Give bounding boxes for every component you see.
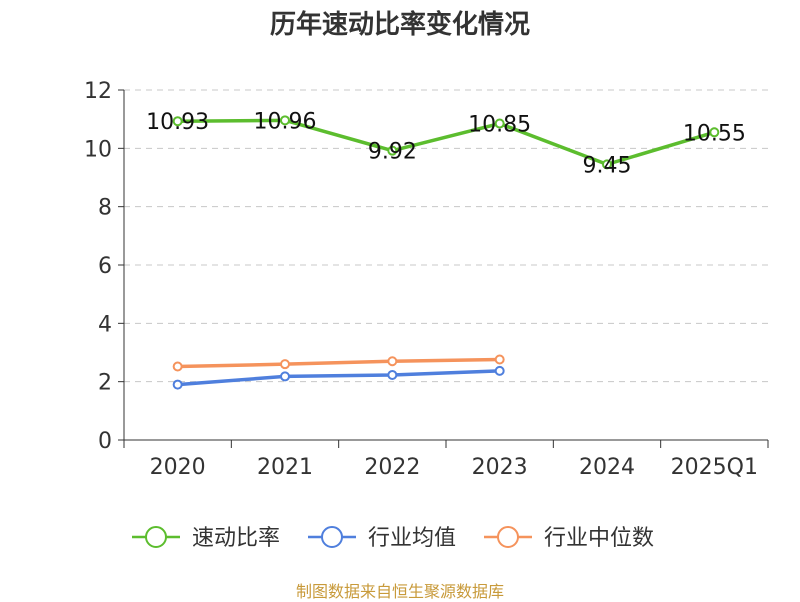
- axes: 0 2 4 6 8 10 12 2020 2021 2022 2023 2024 2025Q1: [84, 79, 769, 480]
- data-point: [172, 361, 183, 372]
- legend-item: 速动比率: [132, 526, 280, 551]
- y-tick-label: 12: [84, 79, 112, 104]
- y-tick-label: 8: [98, 196, 112, 221]
- data-point: [387, 356, 398, 367]
- legend-label: 行业中位数: [544, 526, 654, 551]
- x-tick-label: 2020: [150, 455, 206, 480]
- data-label: 10.96: [254, 109, 317, 134]
- source-footer: 制图数据来自恒生聚源数据库: [295, 582, 504, 601]
- y-tick-label: 2: [98, 371, 112, 396]
- series-line: [177, 369, 500, 387]
- data-labels: 10.93 10.96 9.92 10.85 9.45 10.55: [146, 109, 746, 178]
- data-point: [387, 145, 398, 156]
- data-label: 9.45: [583, 153, 632, 178]
- data-point: [280, 359, 290, 370]
- series-line: [177, 357, 500, 369]
- series-line: [177, 118, 715, 167]
- y-tick-label: 4: [98, 312, 112, 337]
- chart-title: 历年速动比率变化情况: [269, 10, 530, 40]
- y-tick-label: 0: [98, 429, 112, 454]
- data-point: [602, 159, 612, 170]
- data-point: [387, 369, 398, 380]
- data-label: 10.85: [468, 113, 531, 138]
- legend-marker-icon: [321, 526, 343, 548]
- x-tick-label: 2021: [257, 455, 313, 480]
- data-label: 9.92: [368, 140, 417, 165]
- x-tick-label: 2022: [364, 455, 420, 480]
- data-point: [172, 116, 183, 127]
- data-point: [280, 371, 290, 382]
- data-point: [494, 354, 505, 365]
- legend-marker-icon: [497, 526, 519, 548]
- legend-item: 行业均值: [308, 526, 456, 551]
- grid-lines: [124, 89, 768, 383]
- legend-marker-icon: [145, 526, 167, 548]
- legend-label: 速动比率: [192, 526, 280, 551]
- data-point: [172, 379, 183, 390]
- data-label: 10.55: [683, 121, 746, 146]
- data-label: 10.93: [146, 110, 209, 135]
- legend: 速动比率 行业均值 行业中位数: [132, 526, 654, 551]
- y-tick-label: 6: [98, 254, 112, 279]
- legend-label: 行业均值: [368, 526, 456, 551]
- data-point: [494, 118, 505, 129]
- data-point: [280, 115, 290, 126]
- y-tick-label: 10: [84, 137, 112, 162]
- data-point: [709, 127, 720, 138]
- data-point: [494, 365, 505, 376]
- series-lines: [172, 115, 720, 390]
- x-tick-label: 2024: [579, 455, 635, 480]
- x-tick-label: 2025Q1: [671, 455, 758, 480]
- x-tick-label: 2023: [472, 455, 528, 480]
- legend-item: 行业中位数: [484, 526, 654, 551]
